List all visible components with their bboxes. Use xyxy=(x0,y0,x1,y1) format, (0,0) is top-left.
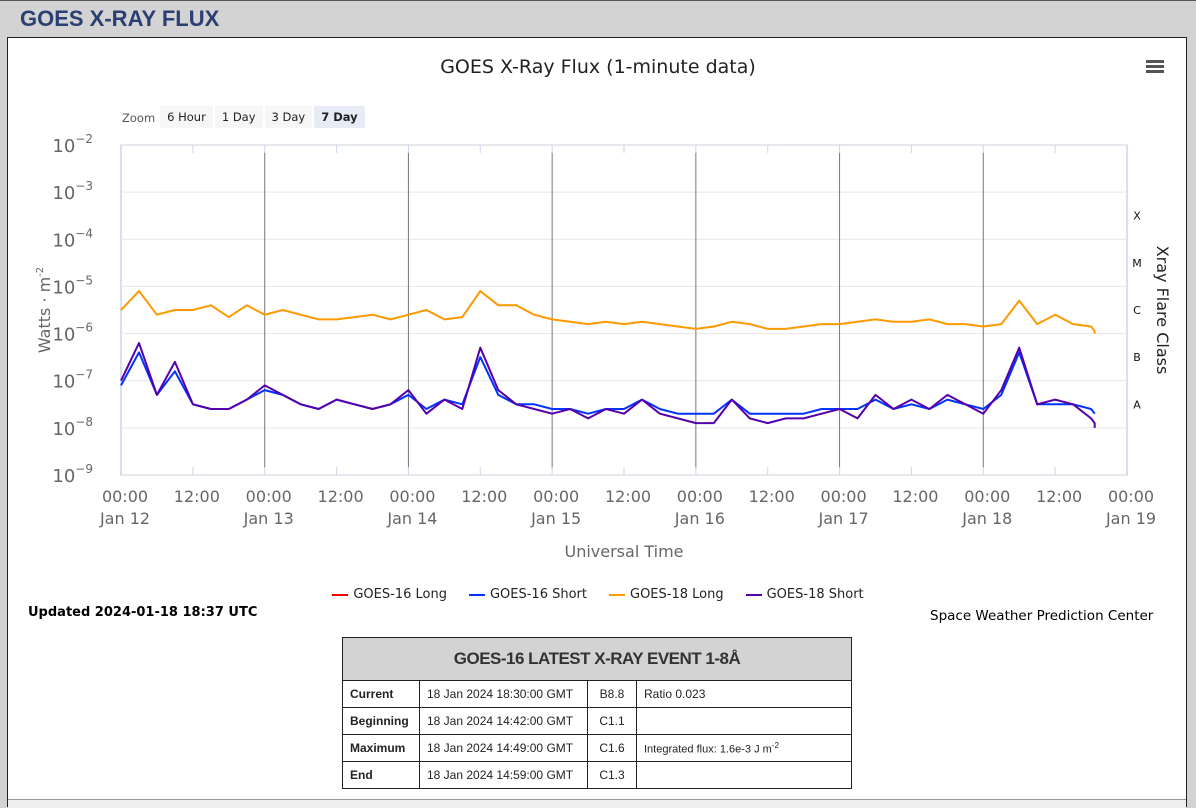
flare-class-label: C xyxy=(1133,304,1141,317)
y-axis-title-sup: -2 xyxy=(35,267,46,277)
legend-swatch xyxy=(609,593,625,596)
x-tick-time: 12:00 xyxy=(174,487,220,506)
row-label: Beginning xyxy=(342,707,420,735)
chart-legend: GOES-16 Long GOES-16 Short GOES-18 Long … xyxy=(0,587,1196,602)
y-tick-label: 10−5 xyxy=(52,273,93,298)
x-tick-time: 00:00 xyxy=(1108,487,1154,506)
x-tick-date: Jan 15 xyxy=(530,509,581,528)
x-axis-title: Universal Time xyxy=(564,542,683,561)
y-tick-label: 10−8 xyxy=(52,415,93,440)
page-title: GOES X-RAY FLUX xyxy=(20,6,220,31)
flare-class-label: M xyxy=(1132,257,1142,270)
x-tick-time: 00:00 xyxy=(964,487,1010,506)
y-tick-label: 10−4 xyxy=(52,226,93,251)
plot-border xyxy=(120,144,1128,476)
y2-axis-title: Xray Flare Class xyxy=(1153,246,1172,375)
integrated-flux-sup: -2 xyxy=(771,740,779,750)
x-tick-time: 00:00 xyxy=(821,487,867,506)
row-class: B8.8 xyxy=(587,680,637,708)
y-tick-label: 10−7 xyxy=(52,368,93,393)
xray-event-table: GOES-16 LATEST X-RAY EVENT 1-8Å Current 1… xyxy=(342,637,852,789)
table-row: Beginning 18 Jan 2024 14:42:00 GMT C1.1 xyxy=(342,707,852,735)
legend-goes18-short[interactable]: GOES-18 Short xyxy=(745,587,864,602)
event-table-title: GOES-16 LATEST X-RAY EVENT 1-8Å xyxy=(342,637,852,681)
integrated-flux-text: Integrated flux: 1.6e-3 J m xyxy=(644,743,772,756)
row-time: 18 Jan 2024 14:59:00 GMT xyxy=(419,761,588,789)
x-tick-date: Jan 14 xyxy=(386,509,437,528)
series-line-goes-18-long xyxy=(120,290,1096,334)
flare-class-label: X xyxy=(1133,210,1141,223)
x-tick-date: Jan 17 xyxy=(818,509,869,528)
row-time: 18 Jan 2024 14:49:00 GMT xyxy=(419,734,588,762)
zoom-7-day-button[interactable]: 7 Day xyxy=(314,106,365,128)
x-tick-time: 00:00 xyxy=(389,487,435,506)
row-time: 18 Jan 2024 14:42:00 GMT xyxy=(419,707,588,735)
menu-icon-bar xyxy=(1146,70,1164,73)
legend-label: GOES-16 Short xyxy=(489,587,587,602)
y-tick-label: 10−3 xyxy=(52,179,93,204)
zoom-selector: Zoom 6 Hour 1 Day 3 Day 7 Day xyxy=(122,106,367,128)
x-tick-date: Jan 18 xyxy=(961,509,1012,528)
legend-label: GOES-18 Long xyxy=(630,587,724,602)
row-note xyxy=(636,707,852,735)
legend-swatch xyxy=(332,593,349,596)
y-tick-label: 10−6 xyxy=(52,321,93,346)
zoom-3-day-button[interactable]: 3 Day xyxy=(264,106,313,128)
row-time: 18 Jan 2024 18:30:00 GMT xyxy=(419,680,588,708)
row-class: C1.6 xyxy=(587,734,637,762)
row-note: Integrated flux: 1.6e-3 J m-2 xyxy=(636,734,852,762)
x-tick-date: Jan 13 xyxy=(243,509,294,528)
flare-class-label: A xyxy=(1133,398,1141,411)
row-label: End xyxy=(342,761,420,789)
x-tick-time: 00:00 xyxy=(533,487,579,506)
x-tick-time: 12:00 xyxy=(461,487,507,506)
x-tick-date: Jan 16 xyxy=(674,509,725,528)
x-tick-time: 12:00 xyxy=(749,487,795,506)
x-tick-time: 12:00 xyxy=(1036,487,1082,506)
zoom-label: Zoom xyxy=(122,111,156,125)
legend-label: GOES-18 Short xyxy=(766,587,864,602)
x-tick-time: 00:00 xyxy=(102,487,148,506)
table-row: End 18 Jan 2024 14:59:00 GMT C1.3 xyxy=(342,761,852,789)
y-tick-label: 10−2 xyxy=(52,132,93,157)
flare-class-label: B xyxy=(1133,351,1141,364)
legend-label: GOES-16 Long xyxy=(353,587,447,602)
x-tick-time: 12:00 xyxy=(892,487,938,506)
series-line-goes-16-short xyxy=(120,351,1096,415)
y-axis-title: Watts · m-2 xyxy=(35,267,54,353)
next-panel-edge xyxy=(8,799,1186,808)
x-tick-date: Jan 19 xyxy=(1105,509,1156,528)
chart-title: GOES X-Ray Flux (1-minute data) xyxy=(440,56,756,78)
legend-swatch xyxy=(745,593,762,596)
x-tick-date: Jan 12 xyxy=(99,509,150,528)
credit-text: Space Weather Prediction Center xyxy=(930,608,1154,624)
x-tick-time: 00:00 xyxy=(677,487,723,506)
legend-goes16-long[interactable]: GOES-16 Long xyxy=(332,587,447,602)
x-tick-time: 12:00 xyxy=(605,487,651,506)
legend-goes18-long[interactable]: GOES-18 Long xyxy=(609,587,724,602)
table-row: Current 18 Jan 2024 18:30:00 GMT B8.8 Ratio… xyxy=(342,680,852,708)
row-label: Maximum xyxy=(342,734,420,762)
zoom-6-hour-button[interactable]: 6 Hour xyxy=(160,106,213,128)
legend-goes16-short[interactable]: GOES-16 Short xyxy=(468,587,587,602)
row-class: C1.1 xyxy=(587,707,637,735)
zoom-1-day-button[interactable]: 1 Day xyxy=(214,106,263,128)
row-note xyxy=(636,761,852,789)
xray-flux-chart: 10−2 10−3 10−4 10−5 10−6 10−7 10−8 10−9 00:00 Jan… xyxy=(35,132,1172,561)
chart-menu-button[interactable] xyxy=(1146,60,1164,75)
row-note: Ratio 0.023 xyxy=(636,680,852,708)
row-class: C1.3 xyxy=(587,761,637,789)
legend-swatch xyxy=(468,593,485,596)
row-label: Current xyxy=(342,680,420,708)
table-row: Maximum 18 Jan 2024 14:49:00 GMT C1.6 Integ… xyxy=(342,734,852,762)
x-tick-time: 00:00 xyxy=(246,487,292,506)
series-line-goes-18-short xyxy=(120,342,1096,428)
page-header: GOES X-RAY FLUX xyxy=(0,0,1196,37)
menu-icon xyxy=(1146,60,1164,63)
y-axis-title-text: Watts · m xyxy=(35,277,54,353)
updated-timestamp: Updated 2024-01-18 18:37 UTC xyxy=(28,605,258,620)
menu-icon-bar xyxy=(1146,65,1164,68)
y-tick-label: 10−9 xyxy=(52,462,93,487)
x-tick-time: 12:00 xyxy=(318,487,364,506)
